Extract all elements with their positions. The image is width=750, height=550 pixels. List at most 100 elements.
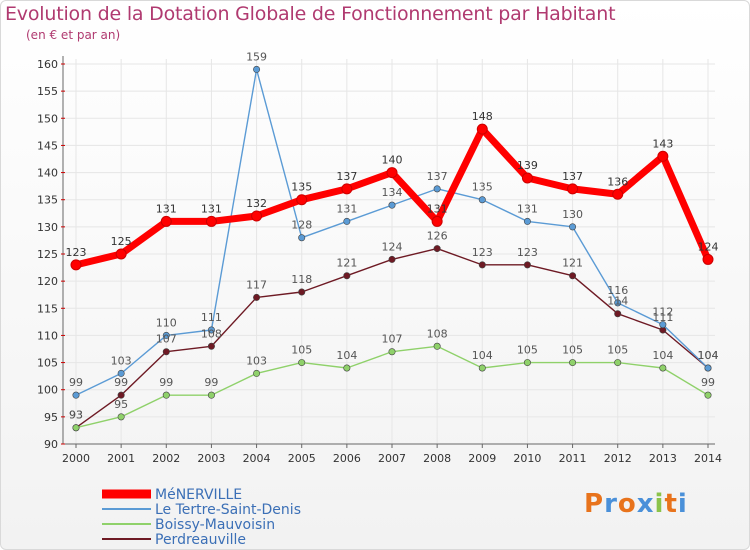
data-point (341, 183, 353, 195)
data-label: 105 (562, 344, 583, 357)
data-point (162, 331, 170, 339)
data-label: 131 (517, 202, 538, 215)
data-label: 135 (472, 181, 493, 194)
data-label: 105 (607, 344, 628, 357)
chart-subtitle: (en € et par an) (26, 28, 121, 42)
data-point (478, 196, 486, 204)
data-label: 116 (607, 284, 628, 297)
data-point (523, 261, 531, 269)
data-label: 93 (69, 409, 83, 422)
y-tick-label: 140 (37, 167, 58, 180)
y-tick-label: 130 (37, 221, 58, 234)
data-label: 123 (66, 246, 87, 259)
logo-letter: x (636, 489, 655, 519)
y-tick-label: 150 (37, 112, 58, 125)
data-label: 140 (382, 154, 403, 167)
data-label: 159 (246, 50, 267, 63)
data-point (343, 217, 351, 225)
y-tick-label: 115 (37, 302, 58, 315)
data-point (298, 288, 306, 296)
data-point (162, 391, 170, 399)
data-label: 131 (427, 202, 448, 215)
data-label: 111 (652, 311, 673, 324)
y-tick-label: 155 (37, 85, 58, 98)
data-label: 108 (201, 327, 222, 340)
logo-letter: r (604, 489, 618, 519)
data-point (704, 364, 712, 372)
data-label: 104 (698, 349, 719, 362)
chart-title: Evolution de la Dotation Globale de Fonc… (5, 3, 616, 25)
y-tick-label: 135 (37, 194, 58, 207)
data-point (207, 342, 215, 350)
logo-letter: P (584, 489, 605, 519)
x-tick-label: 2014 (694, 452, 722, 465)
data-point (253, 65, 261, 73)
proxiti-logo: Proxiti (584, 489, 688, 519)
data-point (612, 188, 624, 200)
data-point (476, 123, 488, 135)
data-label: 104 (698, 349, 719, 362)
x-tick-label: 2000 (62, 452, 90, 465)
data-label: 136 (607, 175, 628, 188)
data-point (117, 391, 125, 399)
data-point (207, 391, 215, 399)
data-label: 130 (562, 208, 583, 221)
data-label: 114 (607, 295, 628, 308)
data-label: 143 (652, 137, 673, 150)
series-layer (70, 65, 714, 432)
data-point (388, 348, 396, 356)
data-point (523, 359, 531, 367)
data-label: 131 (201, 202, 222, 215)
x-tick-label: 2010 (513, 452, 541, 465)
data-label: 135 (291, 181, 312, 194)
data-label: 110 (156, 316, 177, 329)
data-point (431, 215, 443, 227)
data-label: 125 (111, 235, 132, 248)
data-point (207, 326, 215, 334)
x-tick-label: 2007 (378, 452, 406, 465)
data-label: 108 (427, 327, 448, 340)
data-point (569, 272, 577, 280)
x-tick-label: 2003 (197, 452, 225, 465)
y-tick-label: 125 (37, 248, 58, 261)
logo-letter: o (617, 489, 637, 519)
data-point (253, 369, 261, 377)
data-label: 111 (201, 311, 222, 324)
data-point (298, 359, 306, 367)
x-tick-label: 2012 (604, 452, 632, 465)
x-tick-label: 2008 (423, 452, 451, 465)
data-point (388, 255, 396, 263)
y-tick-label: 145 (37, 139, 58, 152)
x-tick-label: 2011 (559, 452, 587, 465)
x-tick-label: 2004 (243, 452, 271, 465)
data-point (253, 293, 261, 301)
data-labels: 93 99 107 108 117 118 121 124 126 123 123 121 114 111… (66, 50, 719, 421)
data-point (162, 348, 170, 356)
legend-label: Le Tertre-Saint-Denis (155, 502, 301, 518)
data-label: 104 (472, 349, 493, 362)
data-point (160, 215, 172, 227)
data-point (702, 253, 714, 265)
logo-letter: i (677, 489, 688, 519)
y-tick-label: 160 (37, 58, 58, 71)
data-label: 137 (336, 170, 357, 183)
legend-label: Perdreauville (155, 532, 246, 548)
data-label: 131 (156, 202, 177, 215)
y-tick-label: 100 (37, 384, 58, 397)
data-point (569, 223, 577, 231)
data-label: 107 (156, 333, 177, 346)
data-label: 131 (336, 202, 357, 215)
data-label: 103 (111, 354, 132, 367)
data-label: 128 (291, 219, 312, 232)
data-point (117, 413, 125, 421)
data-label: 121 (336, 257, 357, 270)
data-point (298, 234, 306, 242)
data-label: 103 (246, 354, 267, 367)
y-tick-label: 105 (37, 357, 58, 370)
data-label: 132 (246, 197, 267, 210)
data-label: 117 (246, 278, 267, 291)
data-point (388, 201, 396, 209)
data-point (117, 369, 125, 377)
